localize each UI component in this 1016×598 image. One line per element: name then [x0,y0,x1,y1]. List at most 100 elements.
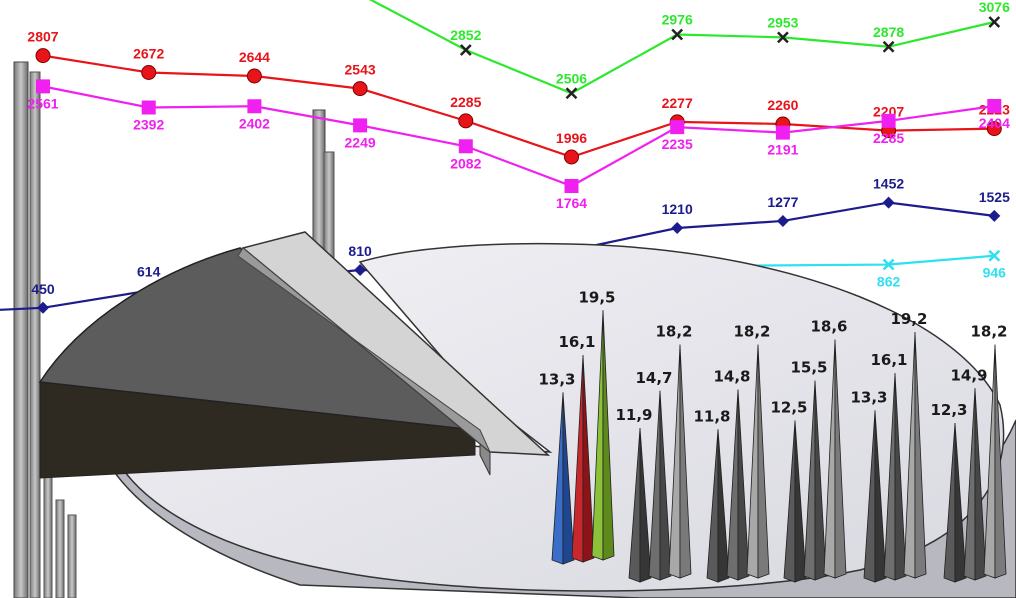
data-label: 2878 [873,24,904,40]
data-point-marker [353,118,368,133]
data-label: 450 [31,281,55,297]
data-point-marker [881,113,896,128]
data-point-marker [986,121,1002,137]
series-line [42,85,995,188]
data-point-marker [987,99,1002,113]
data-point-marker [141,65,157,80]
data-label: 2191 [767,142,798,158]
pyramid-bar-shade [954,422,967,583]
pyramid-value-label: 19,5 [578,288,615,306]
pie-slice-light-face [237,247,491,453]
pyramid-bar-shade [757,344,770,579]
pyramid-value-label: 12,5 [770,399,807,417]
pyramid-value-label: 11,9 [615,406,652,424]
data-point-marker [36,79,50,94]
data-label: 2506 [556,70,587,86]
pyramid-bar-shade [582,355,595,563]
data-label: 2277 [662,95,693,111]
pyramid-value-label: 14,9 [950,366,987,384]
data-point-marker [458,113,474,129]
data-point-marker [354,264,367,276]
pyramid-value-label: 16,1 [870,351,907,369]
data-label: 2807 [27,29,58,45]
data-point-marker [564,149,579,165]
pyramid-value-label: 18,6 [810,318,847,336]
data-point-marker [565,87,578,100]
pyramid-value-label: 13,3 [850,388,887,406]
data-label: 2392 [133,117,164,133]
pyramid-bar-shade [659,390,672,581]
pyramid-bar-shade [737,389,750,581]
pyramid-value-label: 15,5 [790,359,827,377]
data-label: 2207 [873,104,904,120]
data-label: 2285 [450,94,481,110]
pyramid-value-label: 19,2 [890,310,927,328]
data-point-marker [882,196,895,209]
data-point-marker [247,99,262,114]
data-label: 2976 [662,12,693,28]
pie-slice-dark [38,247,478,432]
data-label: 2082 [450,155,481,171]
pyramid-bar-shade [639,428,652,583]
pyramid-bar-shade [814,380,827,581]
pyramid-value-label: 12,3 [930,401,967,419]
data-label: 1277 [767,194,798,210]
data-point-marker [246,68,262,84]
data-point-marker [776,214,789,227]
pyramid-bar-shade [717,429,730,583]
data-point-marker [564,179,579,193]
pyramid-value-label: 18,2 [970,323,1007,341]
data-label: 2644 [239,49,270,65]
pyramid-value-label: 14,8 [713,368,750,386]
pyramid-bar-shade [794,420,807,583]
data-point-marker [882,40,895,53]
data-label: 2260 [767,97,798,113]
data-label: 1452 [873,176,904,192]
pyramid-value-label: 18,2 [655,323,692,341]
data-label: 862 [877,274,901,290]
pyramid-value-label: 11,8 [693,407,730,425]
pyramid-bar-shade [994,344,1007,579]
data-point-marker [37,301,49,314]
data-point-marker [458,139,473,154]
data-point-marker [671,28,684,41]
pyramid-bar-shade [914,332,927,579]
pyramid-value-label: 13,3 [538,370,575,388]
data-label: 2235 [662,136,693,152]
pyramid-bar-shade [874,410,887,583]
data-label: 2402 [239,115,270,131]
data-label: 1996 [556,130,587,146]
data-label: 1210 [662,201,693,217]
data-point-marker [882,258,895,271]
data-label: 2249 [345,134,376,150]
pyramid-bar-shade [602,310,615,561]
data-point-marker [35,48,51,64]
data-point-marker [777,31,789,44]
data-point-marker [670,120,685,135]
data-point-marker [988,249,1001,262]
data-label: 2404 [979,115,1010,131]
data-label: 810 [348,243,372,259]
data-label: 1525 [979,189,1010,205]
pyramid-bar-shade [834,339,847,579]
data-point-marker [459,44,472,56]
pyramid-bar-shade [894,373,907,581]
data-point-marker [988,209,1001,222]
pyramid-chart: 13,3 16,1 19,5 11,9 14,7 18,2 11,8 14,8 18,2 12,5… [538,288,1008,583]
pyramid-value-label: 18,2 [733,323,770,341]
data-point-marker [141,100,156,115]
data-point-marker [775,125,790,140]
pyramid-bar-shade [679,344,692,579]
pyramid-value-label: 14,7 [635,369,672,387]
data-label: 2672 [133,46,164,62]
data-point-marker [988,16,1001,28]
data-label: 2561 [27,95,58,111]
data-label: 946 [983,265,1007,281]
data-label: 2543 [345,62,376,78]
data-label: 2953 [767,14,798,30]
data-label: 2285 [873,130,904,146]
data-point-marker [352,81,368,97]
data-point-marker [671,222,684,234]
data-label: 614 [137,264,161,280]
